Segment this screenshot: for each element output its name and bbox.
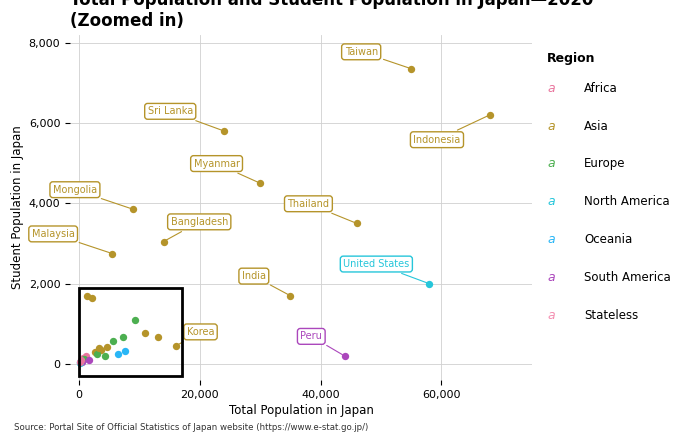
Text: a: a — [547, 82, 554, 95]
Text: Taiwan: Taiwan — [344, 47, 409, 68]
Text: Indonesia: Indonesia — [413, 116, 487, 145]
Bar — [79, 288, 182, 376]
Point — [75, 358, 86, 365]
Point — [340, 353, 351, 359]
Point — [106, 250, 118, 257]
Text: Asia: Asia — [584, 120, 609, 133]
Point — [76, 357, 88, 364]
Point — [76, 357, 87, 364]
Point — [112, 351, 123, 358]
X-axis label: Total Population in Japan: Total Population in Japan — [229, 404, 373, 417]
Text: North America: North America — [584, 195, 670, 208]
Text: a: a — [547, 233, 554, 246]
Point — [128, 206, 139, 213]
Point — [102, 343, 113, 350]
Point — [117, 334, 128, 340]
Text: Myanmar: Myanmar — [194, 159, 258, 182]
Text: Africa: Africa — [584, 82, 618, 95]
Point — [91, 350, 102, 357]
Point — [95, 347, 106, 354]
Text: Peru: Peru — [300, 331, 342, 355]
Point — [89, 349, 100, 356]
Point — [84, 356, 95, 363]
Y-axis label: Student Population in Japan: Student Population in Japan — [11, 125, 25, 289]
Point — [140, 329, 151, 336]
Text: Thailand: Thailand — [288, 199, 354, 222]
Point — [285, 292, 296, 299]
Text: Source: Portal Site of Official Statistics of Japan website (https://www.e-stat.: Source: Portal Site of Official Statisti… — [14, 423, 368, 432]
Point — [81, 292, 92, 299]
Point — [405, 65, 416, 72]
Point — [80, 353, 92, 360]
Text: Region: Region — [547, 52, 596, 65]
Text: Stateless: Stateless — [584, 309, 638, 322]
Text: a: a — [547, 309, 554, 322]
Point — [108, 337, 119, 344]
Text: South America: South America — [584, 271, 671, 284]
Point — [129, 316, 140, 323]
Text: Total Population and Student Population in Japan—2020
(Zoomed in): Total Population and Student Population … — [70, 0, 594, 30]
Point — [74, 359, 85, 366]
Text: Mongolia: Mongolia — [53, 185, 131, 209]
Text: a: a — [547, 271, 554, 284]
Text: a: a — [547, 157, 554, 171]
Text: Korea: Korea — [178, 327, 214, 345]
Text: Oceania: Oceania — [584, 233, 632, 246]
Text: United States: United States — [343, 259, 427, 283]
Text: Sri Lanka: Sri Lanka — [148, 106, 221, 130]
Point — [424, 280, 435, 287]
Text: India: India — [241, 271, 288, 295]
Point — [170, 343, 181, 349]
Point — [351, 220, 363, 227]
Text: a: a — [547, 120, 554, 133]
Text: Europe: Europe — [584, 157, 626, 171]
Text: Malaysia: Malaysia — [32, 229, 110, 253]
Point — [158, 238, 169, 245]
Point — [87, 294, 98, 301]
Point — [79, 356, 90, 363]
Point — [74, 359, 85, 365]
Text: Bangladesh: Bangladesh — [166, 217, 228, 240]
Text: a: a — [547, 195, 554, 208]
Point — [76, 359, 88, 365]
Point — [484, 111, 496, 118]
Point — [152, 334, 163, 340]
Point — [218, 127, 230, 134]
Point — [255, 180, 266, 187]
Point — [78, 355, 89, 362]
Point — [99, 353, 111, 360]
Point — [93, 345, 104, 352]
Point — [120, 347, 131, 354]
Point — [74, 359, 85, 366]
